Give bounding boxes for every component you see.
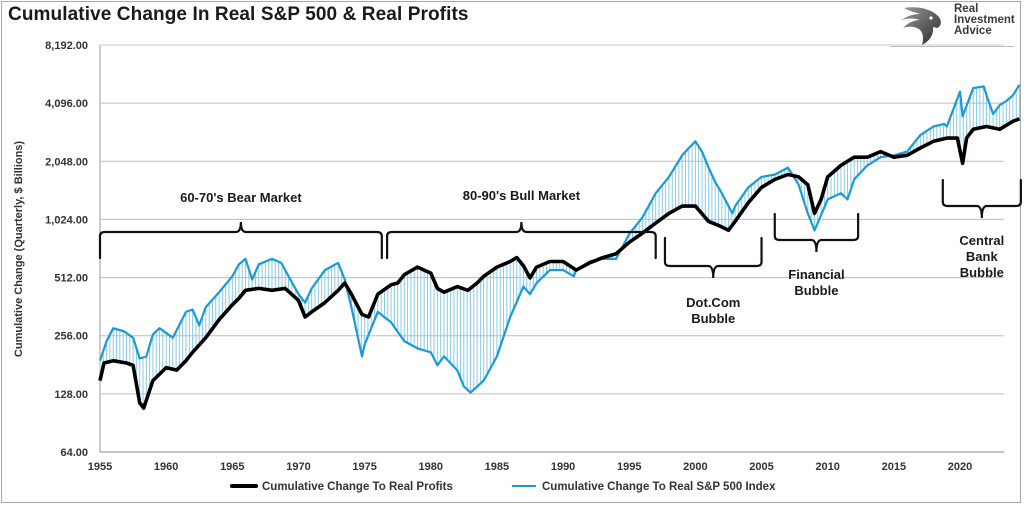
annotation-brace <box>663 236 763 279</box>
y-tick-label: 256.00 <box>54 331 88 343</box>
series-lines <box>98 84 1021 410</box>
y-tick-label: 128.00 <box>54 389 88 401</box>
y-tick-label: 1,024.00 <box>45 214 88 226</box>
annotation-label: 60-70's Bear Market <box>180 190 302 205</box>
series-line-profits <box>98 117 1021 410</box>
legend: Cumulative Change To Real Profits Cumula… <box>230 481 776 493</box>
y-tick-label: 2,048.00 <box>45 156 88 168</box>
x-tick-label: 2010 <box>815 461 839 473</box>
x-tick-label: 2000 <box>683 461 707 473</box>
y-axis-ticks: 8,192.00 4,096.00 2,048.00 1,024.00 512.00 25… <box>45 40 88 459</box>
annotation-label: Dot.Com <box>686 295 740 310</box>
annotation-label: Central <box>959 233 1004 248</box>
x-tick-label: 1970 <box>286 461 310 473</box>
eagle-head-icon <box>902 7 941 45</box>
x-tick-label: 1990 <box>551 461 575 473</box>
annotation-label: Bank <box>966 249 999 264</box>
annotation-brace <box>386 221 657 260</box>
y-axis-label: Cumulative Change (Quarterly, $ Billions… <box>13 141 25 358</box>
annotation-brace <box>773 212 860 253</box>
brand-logo: Real Investment Advice <box>890 3 1015 47</box>
x-tick-label: 1960 <box>154 461 178 473</box>
annotation-brace <box>941 178 1022 219</box>
x-axis-ticks: 1955 1960 1965 1970 1975 1980 1985 1990 1995 2000… <box>88 461 972 473</box>
y-tick-label: 4,096.00 <box>45 98 88 110</box>
series-line-sp500 <box>98 84 1021 394</box>
x-tick-label: 2020 <box>948 461 972 473</box>
x-tick-label: 2005 <box>749 461 773 473</box>
annotation-label: Financial <box>788 267 844 282</box>
annotation-label: Bubble <box>960 265 1004 280</box>
logo-text: Real Investment Advice <box>954 3 1015 37</box>
y-tick-label: 8,192.00 <box>45 40 88 52</box>
chart-title: Cumulative Change In Real S&P 500 & Real… <box>8 4 469 25</box>
x-tick-label: 2015 <box>882 461 906 473</box>
legend-label-sp500: Cumulative Change To Real S&P 500 Index <box>542 481 776 493</box>
logo-text-line2: Investment <box>954 14 1015 26</box>
logo-text-line3: Advice <box>954 25 992 37</box>
x-tick-label: 1965 <box>220 461 244 473</box>
x-tick-label: 1985 <box>485 461 509 473</box>
annotation-label: 80-90's Bull Market <box>463 188 581 203</box>
logo-text-line1: Real <box>954 3 979 15</box>
annotation-label: Bubble <box>794 283 838 298</box>
gridlines <box>99 44 1004 453</box>
x-tick-label: 1955 <box>88 461 112 473</box>
annotations: 60-70's Bear Market 80-90's Bull Market Do… <box>98 178 1022 326</box>
x-tick-label: 1995 <box>617 461 641 473</box>
legend-label-profits: Cumulative Change To Real Profits <box>262 481 453 493</box>
annotation-brace <box>98 221 383 260</box>
x-tick-label: 1980 <box>419 461 443 473</box>
logo-underline <box>890 46 1014 47</box>
y-tick-label: 512.00 <box>54 273 88 285</box>
x-tick-label: 1975 <box>352 461 376 473</box>
annotation-label: Bubble <box>691 311 735 326</box>
y-tick-label: 64.00 <box>60 447 88 459</box>
spread-fill-lines <box>99 84 1020 408</box>
